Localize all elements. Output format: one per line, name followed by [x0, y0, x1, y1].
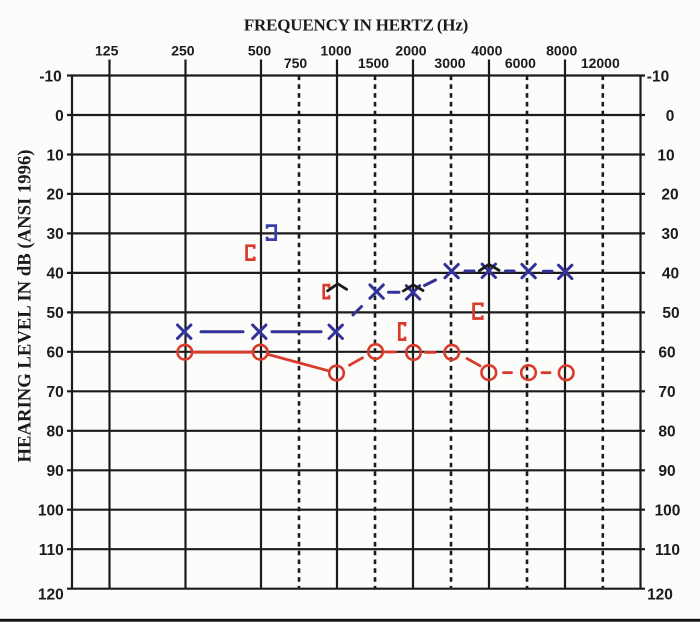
- svg-text:70: 70: [658, 384, 675, 401]
- svg-text:-10: -10: [647, 68, 669, 85]
- svg-text:120: 120: [647, 586, 673, 603]
- svg-text:40: 40: [47, 266, 64, 283]
- svg-text:20: 20: [661, 187, 678, 204]
- svg-text:100: 100: [655, 503, 681, 520]
- svg-text:125: 125: [95, 43, 119, 59]
- svg-text:10: 10: [47, 147, 64, 164]
- svg-text:250: 250: [171, 43, 195, 59]
- svg-text:110: 110: [655, 542, 680, 559]
- svg-text:2000: 2000: [395, 43, 426, 59]
- svg-text:750: 750: [284, 55, 308, 71]
- svg-text:1500: 1500: [358, 55, 389, 71]
- svg-text:70: 70: [47, 384, 64, 401]
- svg-text:30: 30: [47, 226, 64, 243]
- svg-text:50: 50: [662, 305, 679, 322]
- svg-text:80: 80: [47, 424, 64, 441]
- svg-text:80: 80: [658, 424, 675, 441]
- svg-text:6000: 6000: [505, 55, 536, 71]
- svg-text:40: 40: [662, 266, 679, 283]
- svg-text:500: 500: [248, 43, 272, 59]
- svg-text:20: 20: [47, 187, 64, 204]
- svg-text:FREQUENCY IN HERTZ (Hz): FREQUENCY IN HERTZ (Hz): [244, 16, 468, 35]
- svg-text:3000: 3000: [434, 55, 465, 71]
- svg-text:10: 10: [657, 147, 674, 164]
- svg-text:1000: 1000: [320, 43, 351, 59]
- svg-text:50: 50: [47, 305, 64, 322]
- svg-text:90: 90: [47, 463, 64, 480]
- svg-text:110: 110: [39, 542, 64, 559]
- svg-text:30: 30: [661, 226, 678, 243]
- svg-text:100: 100: [38, 503, 64, 520]
- svg-text:-10: -10: [39, 68, 61, 85]
- svg-text:60: 60: [658, 345, 675, 362]
- svg-text:12000: 12000: [581, 55, 620, 71]
- svg-text:0: 0: [666, 108, 675, 125]
- svg-text:HEARING LEVEL IN dB (ANSI 1996: HEARING LEVEL IN dB (ANSI 1996): [15, 149, 36, 462]
- svg-text:0: 0: [55, 108, 64, 125]
- svg-text:90: 90: [658, 463, 675, 480]
- svg-text:60: 60: [47, 345, 64, 362]
- svg-text:4000: 4000: [471, 43, 502, 59]
- svg-text:8000: 8000: [546, 43, 577, 59]
- svg-text:120: 120: [38, 586, 64, 603]
